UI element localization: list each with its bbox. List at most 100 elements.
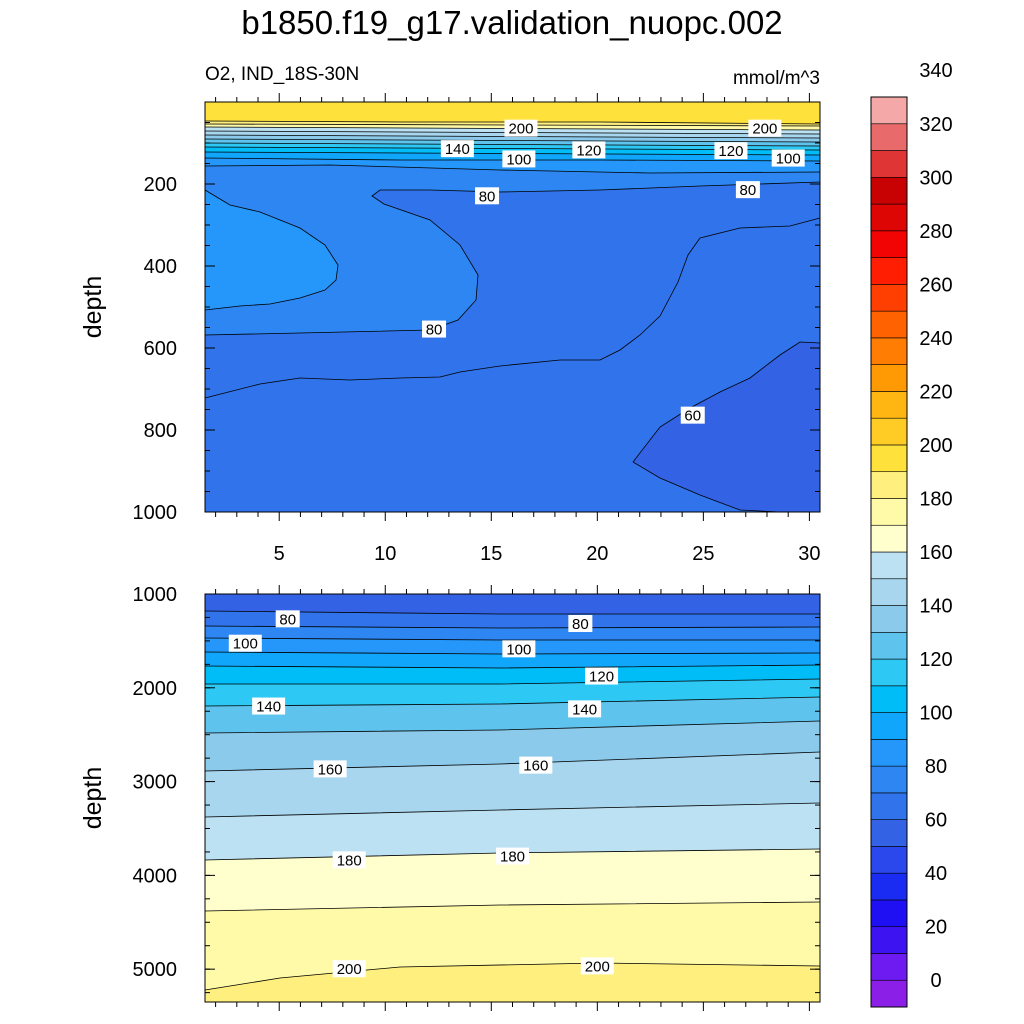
lower-contour-label-3: 100 <box>502 640 536 658</box>
upper-contour-line-14 <box>632 341 821 463</box>
lower-contour-label-bg <box>519 756 553 774</box>
upper-band-5 <box>205 135 820 142</box>
lower-contour-label-text: 100 <box>506 641 531 658</box>
upper-fill-60 <box>633 342 820 512</box>
colorbar-label-5: 100 <box>919 703 952 725</box>
lower-contour-line-13 <box>204 962 821 991</box>
upper-contour-label-bg <box>748 119 782 137</box>
upper-contour-line-15 <box>632 461 781 513</box>
colorbar-swatch-18 <box>870 498 908 526</box>
upper-contour-label-8: 80 <box>735 181 760 199</box>
lower-band-1 <box>205 611 820 628</box>
upper-contour-label-text: 200 <box>752 121 777 138</box>
colorbar-swatch-23 <box>870 364 908 392</box>
lower-contour-label-12: 200 <box>580 957 614 975</box>
colorbar-swatch-22 <box>870 391 908 419</box>
colorbar-swatch-31 <box>870 150 908 178</box>
upper-band-0 <box>205 102 820 124</box>
lower-contour-label-bg <box>568 700 602 718</box>
colorbar-swatch-33 <box>870 96 908 125</box>
upper-contour-label-bg <box>572 141 606 159</box>
lower-contour-line-8 <box>204 720 821 734</box>
colorbar-label-15: 300 <box>919 167 952 189</box>
upper-contour-line-11 <box>204 181 821 336</box>
upper-contour-line-13 <box>204 217 821 399</box>
upper-contour-label-text: 60 <box>684 408 701 425</box>
colorbar-swatch-6 <box>870 819 908 847</box>
upper-contour-label-bg <box>502 150 536 168</box>
lower-band-6 <box>205 679 820 706</box>
upper-contour-label-text: 100 <box>506 151 531 168</box>
lower-contour-label-11: 200 <box>332 960 366 978</box>
lower-ytick-label-0: 1000 <box>133 584 178 606</box>
lower-contour-line-1 <box>204 610 820 615</box>
colorbar-label-12: 240 <box>919 328 952 350</box>
upper-contour-label-text: 120 <box>718 143 743 160</box>
lower-band-5 <box>205 665 820 684</box>
upper-band-7 <box>205 143 820 150</box>
upper-ytick-label-2: 600 <box>144 338 177 360</box>
lower-contour-line-4 <box>204 651 821 655</box>
upper-contour-label-1: 200 <box>748 119 782 138</box>
colorbar-label-16: 320 <box>919 114 952 136</box>
upper-contour-label-7: 80 <box>475 187 500 205</box>
upper-contour-label-bg <box>714 142 748 160</box>
upper-xtick-label-2: 15 <box>480 543 502 565</box>
upper-contour-label-bg <box>680 406 705 424</box>
lower-contour-line-12 <box>204 901 821 912</box>
lower-ytick-label-1: 2000 <box>133 678 178 700</box>
colorbar-label-11: 220 <box>919 381 952 403</box>
colorbar-swatch-26 <box>870 284 908 312</box>
upper-contour-label-9: 80 <box>422 320 447 339</box>
chart-title: b1850.f19_g17.validation_nuopc.002 <box>241 4 783 41</box>
lower-band-2 <box>205 626 820 640</box>
colorbar-swatch-29 <box>870 203 908 232</box>
upper-contour-label-bg <box>422 320 447 338</box>
lower-band-9 <box>205 752 820 817</box>
upper-contour-label-text: 200 <box>508 121 533 138</box>
lower-ytick-label-4: 5000 <box>133 959 178 981</box>
lower-depth-panel: 1000 2000 3000 4000 5000 depth 80 80 100 100 120 14… <box>79 584 821 1011</box>
lower-contour-label-bg <box>496 847 529 865</box>
colorbar-swatch-21 <box>870 417 908 446</box>
colorbar: 0 20 40 60 80 100 120 140 160 180 200 220 240 260 280 3… <box>870 60 953 1008</box>
colorbar-swatch-32 <box>870 123 908 151</box>
colorbar-label-8: 160 <box>919 542 952 564</box>
upper-ylabel: depth <box>79 276 107 339</box>
upper-contour-line-12 <box>204 189 339 311</box>
colorbar-swatch-24 <box>870 337 908 365</box>
colorbar-label-6: 120 <box>919 649 952 671</box>
colorbar-label-14: 280 <box>919 221 952 243</box>
upper-contour-label-text: 100 <box>776 151 801 168</box>
upper-contour-label-bg <box>735 181 760 199</box>
lower-contour-label-7: 160 <box>313 760 347 778</box>
lower-contour-label-text: 100 <box>233 636 258 653</box>
upper-xtick-label-3: 20 <box>586 543 608 565</box>
lower-contour-label-text: 80 <box>572 616 589 633</box>
upper-contour-label-5: 100 <box>502 150 536 168</box>
lower-contour-label-2: 100 <box>228 634 262 653</box>
colorbar-swatch-13 <box>870 631 908 660</box>
colorbar-swatch-2 <box>870 926 908 954</box>
upper-contour-label-3: 120 <box>572 141 606 159</box>
lower-contour-label-text: 160 <box>523 758 548 775</box>
lower-band-0 <box>205 594 820 614</box>
colorbar-swatch-14 <box>870 605 908 633</box>
colorbar-swatch-12 <box>870 658 908 687</box>
colorbar-label-0: 0 <box>930 970 941 992</box>
upper-fill-mid <box>205 182 820 398</box>
lower-band-7 <box>205 697 820 733</box>
colorbar-swatch-11 <box>870 685 908 713</box>
lower-contour-label-text: 140 <box>572 701 597 718</box>
lower-contour-line-5 <box>204 664 821 669</box>
upper-core-bulb <box>205 190 338 310</box>
colorbar-swatch-30 <box>870 176 908 205</box>
upper-ytick-label-3: 800 <box>144 420 177 442</box>
colorbar-label-9: 180 <box>919 488 952 510</box>
lower-contour-label-bg <box>332 960 366 978</box>
units-label: mmol/m^3 <box>732 68 820 89</box>
colorbar-swatch-17 <box>870 524 908 553</box>
colorbar-swatch-9 <box>870 739 908 767</box>
upper-fill-80 <box>205 165 820 335</box>
lower-contour-line-6 <box>205 678 821 685</box>
